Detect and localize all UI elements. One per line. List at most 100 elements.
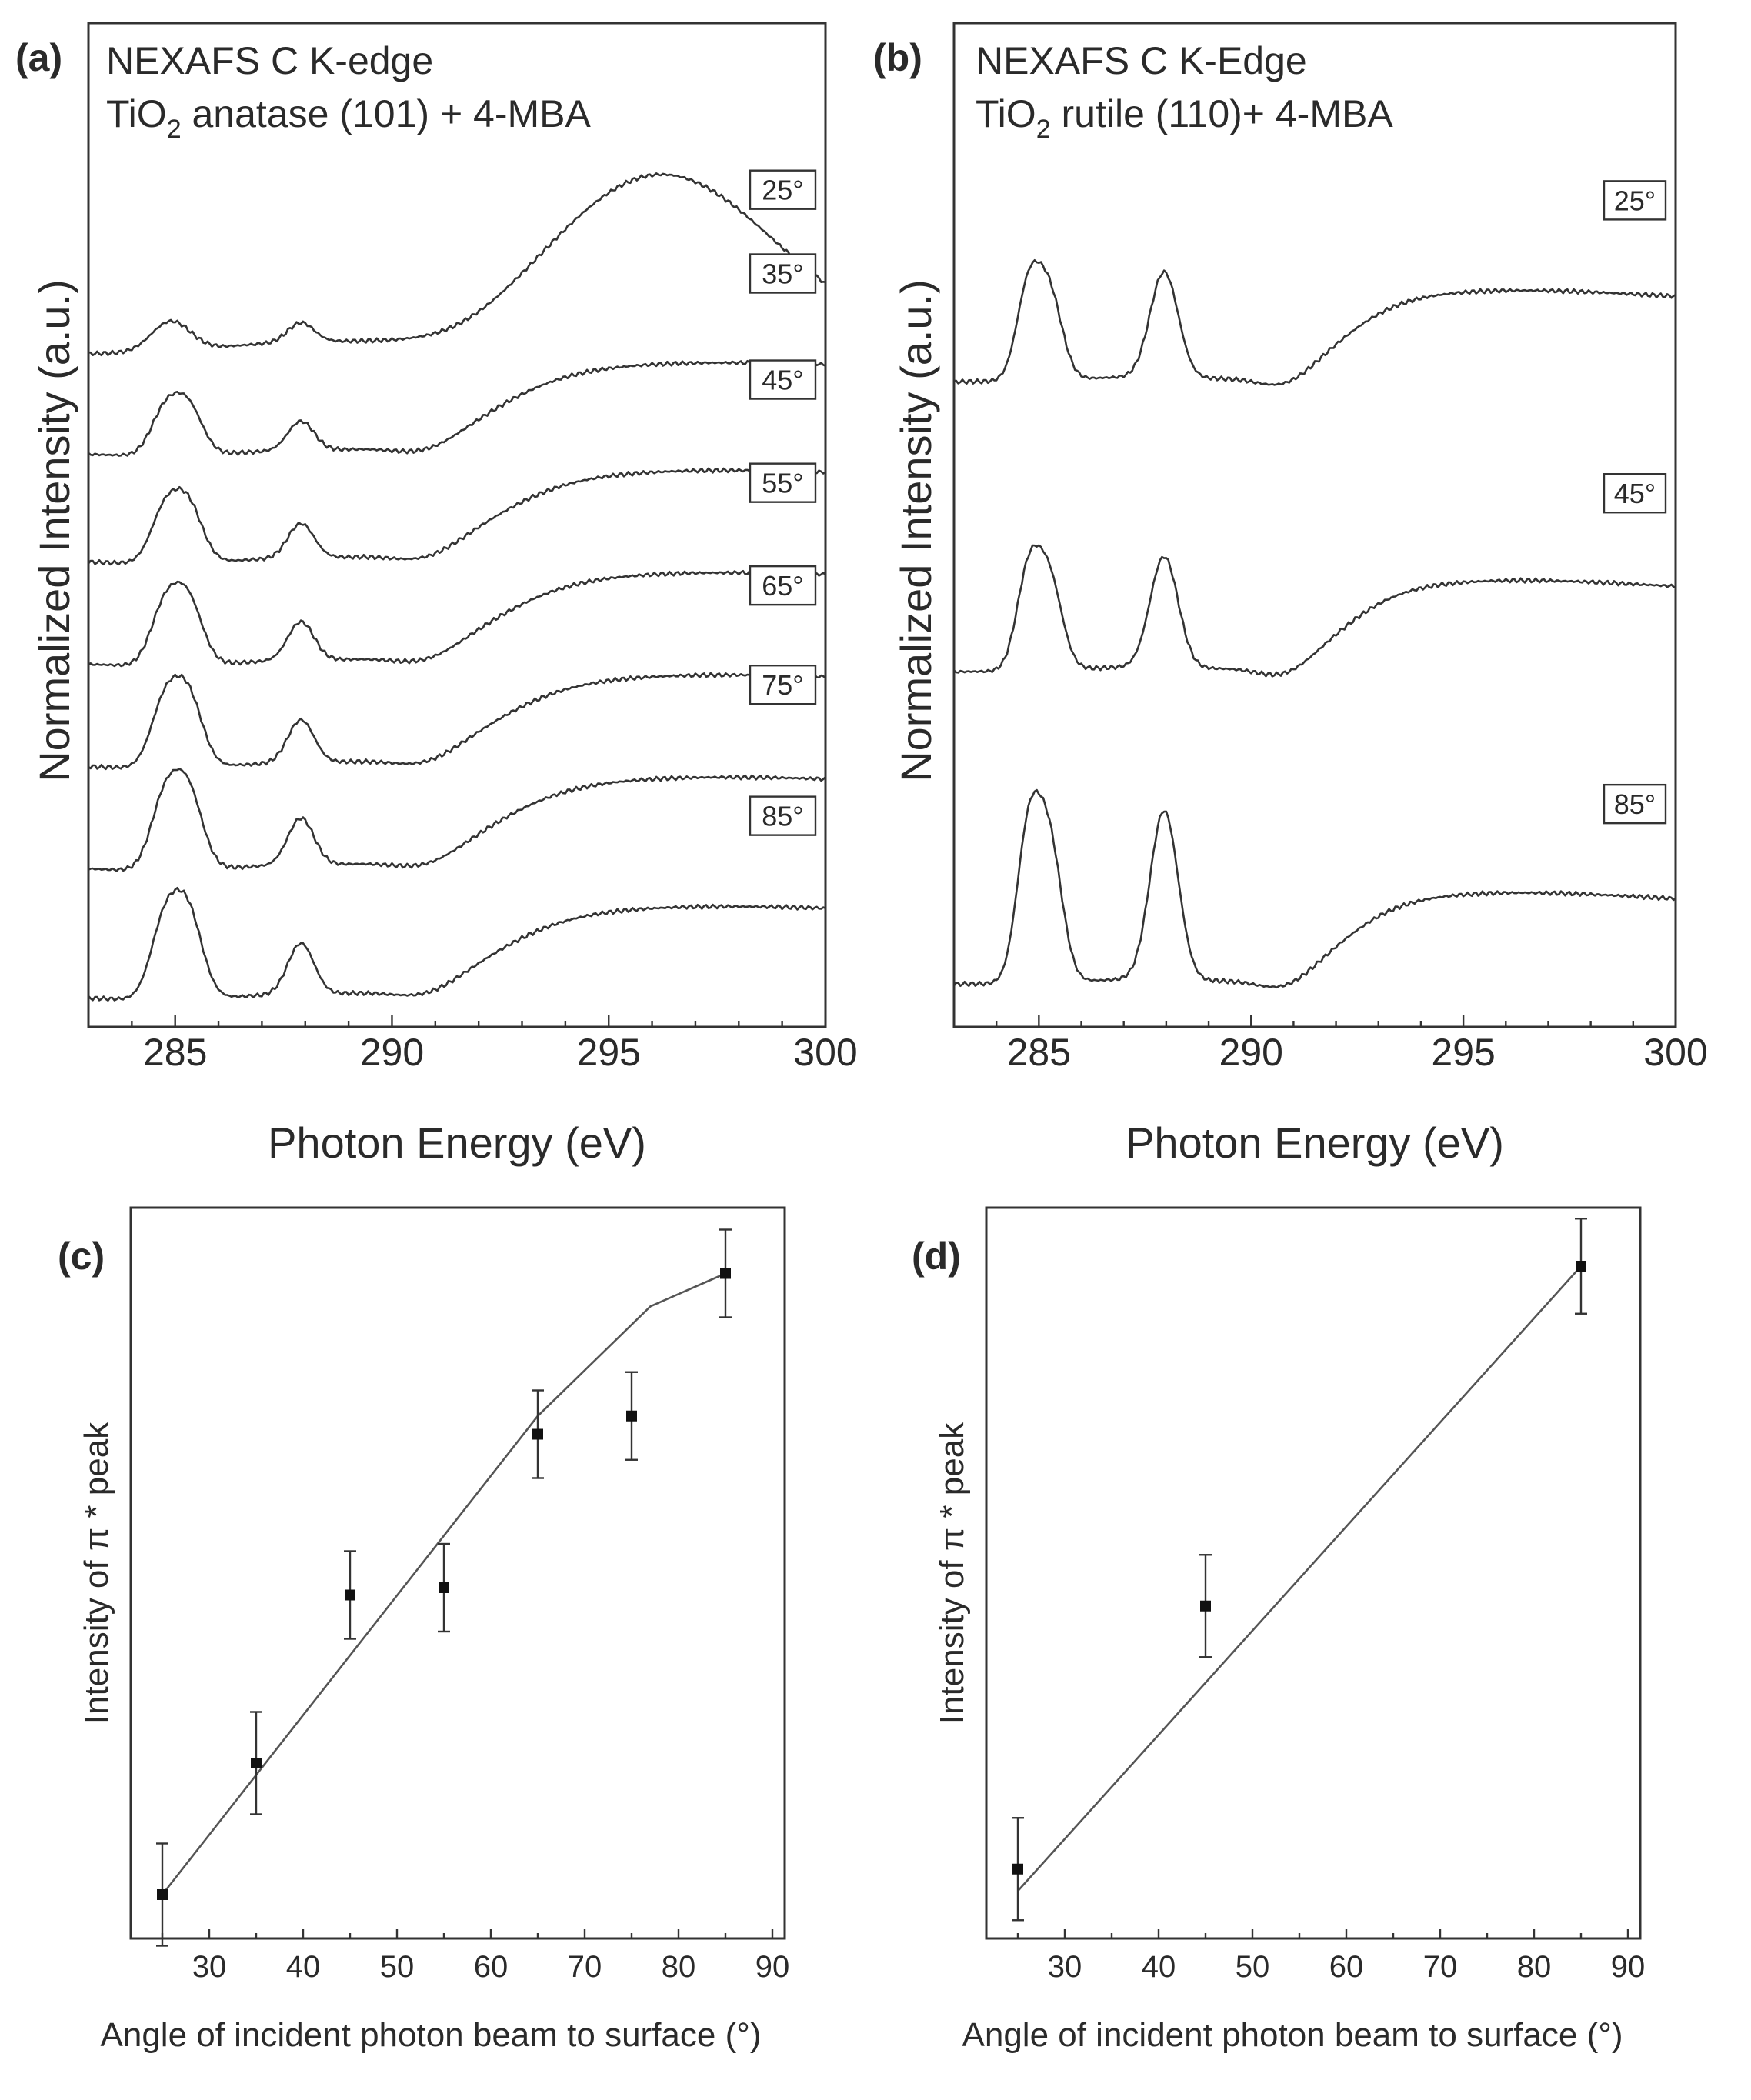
angle-label-text: 85° [762, 801, 803, 832]
marker [345, 1589, 355, 1601]
angle-label-box [1603, 783, 1667, 825]
x-tick-label: 50 [1236, 1950, 1270, 1984]
angle-label-box [1603, 473, 1667, 514]
angle-label-text: 55° [762, 468, 803, 499]
angle-label-text: 85° [1614, 788, 1656, 820]
x-tick-label: 290 [360, 1031, 424, 1074]
x-ticks-a: 285 290 295 300 [87, 1015, 858, 1074]
angle-label-box [749, 664, 817, 705]
x-axis-label-d: Angle of incident photon beam to surface… [962, 2016, 1623, 2054]
series-line-85° [87, 887, 826, 1002]
plot-frame-b [952, 22, 1677, 1028]
data-point-55 [438, 1542, 450, 1633]
x-tick-label: 50 [380, 1950, 415, 1984]
x-tick-label: 60 [1329, 1950, 1364, 1984]
data-point-65 [532, 1389, 544, 1479]
series-line-25° [88, 172, 826, 357]
marker [1012, 1863, 1023, 1875]
x-tick-label: 290 [1219, 1031, 1283, 1074]
x-tick-label: 30 [1048, 1950, 1082, 1984]
data-point-25 [156, 1842, 168, 1947]
panel-b: (b) NEXAFS C K-Edge TiO2 rutile (110)+ 4… [873, 22, 1708, 1167]
angle-label-box [749, 169, 817, 210]
angle-label-55°: 55° [749, 462, 817, 503]
series-line-65° [88, 672, 826, 771]
data-point-35 [250, 1711, 262, 1815]
angle-label-box [749, 359, 817, 400]
title-a-line2: TiO2 anatase (101) + 4-MBA [106, 92, 591, 144]
traces-a [87, 172, 826, 1002]
x-axis-label-b: Photon Energy (eV) [1126, 1118, 1504, 1167]
x-tick-label: 285 [143, 1031, 207, 1074]
angle-label-box [749, 462, 817, 503]
angle-label-text: 45° [1614, 478, 1656, 509]
x-tick-label: 90 [755, 1950, 790, 1984]
plot-frame-a [87, 22, 827, 1028]
panel-d: (d) 30 40 50 60 70 80 90 Intensity of π * peak… [912, 1206, 1646, 2054]
x-ticks-c: 30 40 50 60 70 80 90 [161, 1929, 790, 1984]
marker [439, 1582, 449, 1593]
x-tick-label: 80 [1517, 1950, 1552, 1984]
series-line-45° [953, 544, 1676, 678]
x-tick-label: 80 [662, 1950, 696, 1984]
angle-label-box [1603, 180, 1667, 221]
panel-label-b: (b) [873, 36, 922, 79]
marker [626, 1410, 637, 1422]
y-axis-label-a: Normalized Intensity (a.u.) [30, 279, 78, 782]
angle-label-85°: 85° [749, 795, 817, 836]
data-point-25 [1012, 1817, 1024, 1922]
data-point-85 [719, 1228, 732, 1318]
plot-frame-d [985, 1206, 1642, 1940]
angle-label-75°: 75° [749, 664, 817, 705]
y-axis-label-b: Normalized Intensity (a.u.) [892, 279, 940, 782]
traces-b [952, 259, 1676, 989]
title-b-line1: NEXAFS C K-Edge [976, 39, 1307, 82]
angle-label-text: 45° [762, 365, 803, 396]
x-ticks-b: 285 290 295 300 [952, 1015, 1708, 1074]
plot-d [1012, 1218, 1587, 1922]
x-ticks-d: 30 40 50 60 70 80 90 [1016, 1929, 1646, 1984]
panel-c: (c) 30 40 50 60 70 80 90 Intensity of π * peak… [58, 1206, 790, 2054]
plot-c [156, 1228, 732, 1947]
panel-label-c: (c) [58, 1235, 105, 1278]
panel-label-d: (d) [912, 1235, 961, 1278]
angle-labels-a: 25° 35° 45° 55° 65° 75° 85° [749, 169, 817, 836]
marker [251, 1758, 262, 1768]
angle-label-text: 75° [762, 669, 803, 701]
angle-label-text: 35° [762, 258, 803, 290]
x-axis-label-a: Photon Energy (eV) [268, 1118, 646, 1167]
angle-label-text: 25° [762, 175, 803, 206]
angle-label-25°: 25° [749, 169, 817, 210]
y-axis-label-c: Intensity of π * peak [78, 1422, 115, 1724]
series-line-55° [88, 569, 826, 668]
series-line-25° [953, 259, 1676, 386]
angle-label-text: 25° [1614, 185, 1656, 216]
x-tick-label: 60 [474, 1950, 509, 1984]
x-tick-label: 300 [1643, 1031, 1707, 1074]
angle-label-box [749, 795, 817, 836]
angle-label-box [749, 253, 817, 294]
angle-label-text: 65° [762, 570, 803, 602]
x-tick-label: 70 [568, 1950, 602, 1984]
x-tick-label: 40 [1142, 1950, 1176, 1984]
y-axis-label-d: Intensity of π * peak [933, 1422, 971, 1724]
angle-label-45°: 45° [1603, 473, 1667, 514]
x-tick-label: 90 [1611, 1950, 1646, 1984]
plot-frame-c [129, 1206, 786, 1940]
data-point-45 [1199, 1554, 1212, 1658]
angle-labels-b: 25° 45° 85° [1603, 180, 1667, 825]
title-a-line1: NEXAFS C K-edge [106, 39, 433, 82]
marker [720, 1268, 731, 1279]
fit-line [161, 1272, 726, 1895]
angle-label-45°: 45° [749, 359, 817, 400]
angle-label-35°: 35° [749, 253, 817, 294]
x-tick-label: 295 [577, 1031, 641, 1074]
panel-label-a: (a) [15, 36, 62, 79]
x-tick-label: 300 [793, 1031, 857, 1074]
x-tick-label: 285 [1007, 1031, 1071, 1074]
data-point-85 [1575, 1218, 1587, 1315]
panel-a: (a) NEXAFS C K-edge TiO2 anatase (101) +… [15, 22, 858, 1167]
angle-label-85°: 85° [1603, 783, 1667, 825]
series-line-85° [952, 788, 1676, 989]
